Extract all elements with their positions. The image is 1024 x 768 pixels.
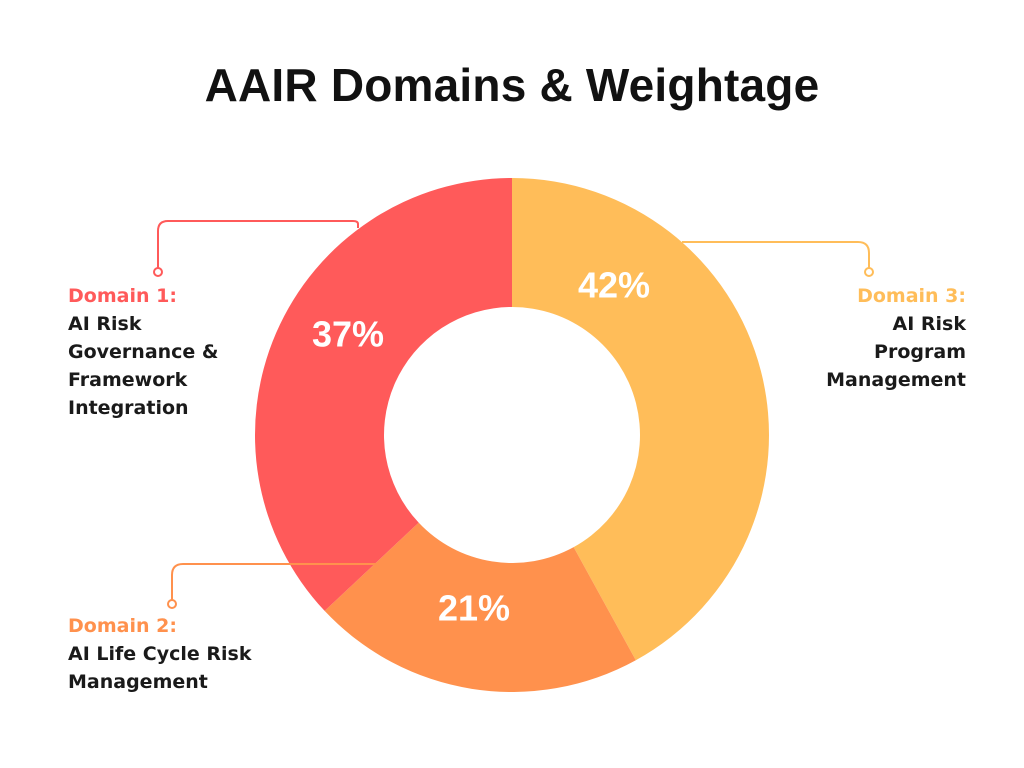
donut-slice-domain-1 [254, 177, 512, 611]
legend-domain-2-title: Domain 2: [68, 615, 177, 637]
chart-title: AAIR Domains & Weightage [204, 59, 820, 111]
legend-domain-1: Domain 1: AI Risk Governance & Framework… [68, 282, 219, 422]
legend-domain-2: Domain 2: AI Life Cycle Risk Management [68, 612, 251, 696]
connector-dot-domain-3 [864, 267, 874, 277]
legend-domain-3-title: Domain 3: [857, 285, 966, 307]
slice-value-label-domain-2: 21% [438, 588, 510, 629]
connector-dot-domain-2 [167, 599, 177, 609]
slice-value-label-domain-3: 42% [578, 265, 650, 306]
donut-slice-domain-3 [512, 178, 769, 661]
slice-value-label-domain-1: 37% [312, 314, 384, 355]
legend-domain-3: Domain 3: AI Risk Program Management [826, 282, 966, 394]
legend-domain-1-label: AI Risk Governance & Framework Integrati… [68, 313, 219, 419]
legend-domain-2-label: AI Life Cycle Risk Management [68, 643, 252, 693]
connector-dot-domain-1 [153, 267, 163, 277]
connector-line-domain-1 [157, 220, 359, 268]
donut-slice-domain-2 [324, 522, 636, 692]
legend-domain-3-label: AI Risk Program Management [826, 313, 966, 391]
connector-line-domain-3 [682, 241, 870, 268]
legend-domain-1-title: Domain 1: [68, 285, 177, 307]
connector-line-domain-2 [171, 563, 378, 600]
